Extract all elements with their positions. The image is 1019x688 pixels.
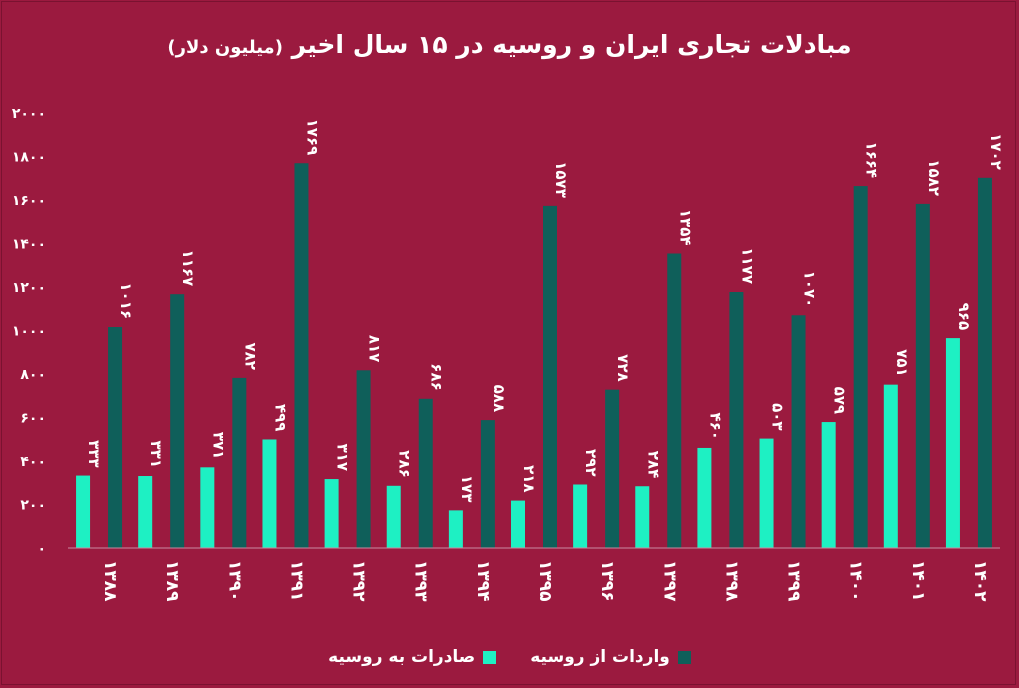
y-tick-label: ۱۴۰۰: [12, 237, 46, 253]
chart-subtitle: (میلیون دلار): [167, 37, 283, 58]
bar-imports: [232, 377, 247, 548]
bar-imports: [543, 205, 557, 548]
bar-exports: [759, 438, 774, 548]
data-label-imports: ۱۵۸۲: [925, 159, 943, 196]
bar-imports: [108, 327, 123, 548]
data-label-imports: ۱۰۷۰: [801, 271, 819, 308]
y-tick-label: ۱۰۰۰: [12, 324, 46, 340]
data-label-exports: ۵۷۹: [831, 387, 849, 414]
x-tick-label: ۱۳۹۴: [473, 560, 493, 602]
data-label-imports: ۱۱۶۷: [179, 250, 197, 287]
x-tick-label: ۱۳۹۸: [721, 560, 741, 602]
x-tick-label: ۱۳۸۹: [162, 560, 182, 602]
bar-exports: [324, 479, 339, 548]
legend: واردات از روسیه صادرات به روسیه: [0, 647, 1019, 667]
data-label-imports: ۱۵۷۳: [552, 161, 570, 198]
y-tick-label: ۱۶۰۰: [12, 193, 46, 209]
y-tick-label: ۱۸۰۰: [12, 150, 46, 166]
data-label-exports: ۲۸۶: [396, 450, 414, 477]
y-tick-label: ۸۰۰: [20, 367, 46, 383]
data-label-imports: ۱۱۷۷: [738, 247, 756, 284]
y-tick-label: ۴۰۰: [20, 454, 46, 470]
bar-exports: [386, 485, 401, 548]
bar-imports: [418, 398, 433, 548]
bar-imports: [729, 292, 744, 548]
bar-imports: [853, 186, 868, 548]
legend-item-imports: واردات از روسیه: [530, 647, 691, 667]
bar-exports: [635, 486, 650, 548]
chart-title: مبادلات تجاری ایران و روسیه در ۱۵ سال اخ…: [291, 30, 852, 59]
data-label-exports: ۷۵۱: [893, 349, 911, 376]
data-label-imports: ۱۷۶۹: [303, 119, 321, 156]
data-label-exports: ۹۶۵: [955, 303, 973, 330]
bar-exports: [76, 475, 91, 548]
x-tick-label: ۱۳۸۸: [100, 560, 120, 602]
data-label-imports: ۱۰۱۶: [117, 282, 135, 319]
data-label-imports: ۸۱۷: [366, 335, 384, 362]
bar-exports: [138, 476, 153, 548]
bar-exports: [262, 439, 277, 548]
bar-exports: [573, 484, 588, 548]
data-label-exports: ۲۹۲: [582, 449, 600, 476]
data-label-exports: ۳۳۳: [85, 440, 103, 467]
legend-label-imports: واردات از روسیه: [530, 647, 670, 667]
data-label-exports: ۵۰۳: [769, 403, 787, 430]
y-tick-label: ۰: [37, 541, 46, 557]
data-label-exports: ۲۸۴: [644, 451, 662, 478]
x-tick-label: ۱۳۹۰: [224, 560, 244, 602]
x-tick-label: ۱۳۹۳: [411, 560, 431, 602]
legend-swatch-imports: [677, 650, 691, 664]
legend-item-exports: صادرات به روسیه: [328, 647, 497, 667]
bar-imports: [170, 294, 185, 548]
data-label-imports: ۶۸۶: [428, 363, 446, 390]
data-label-imports: ۷۸۲: [241, 342, 259, 369]
data-label-imports: ۱۷۰۲: [987, 133, 1005, 170]
bar-imports: [294, 163, 309, 548]
x-tick-label: ۱۴۰۲: [970, 560, 990, 602]
bar-exports: [200, 467, 215, 548]
data-label-exports: ۴۶۰: [706, 412, 724, 439]
bar-exports: [883, 384, 898, 548]
x-tick-label: ۱۳۹۷: [659, 560, 679, 602]
data-label-imports: ۷۲۸: [614, 354, 632, 381]
bar-imports: [605, 389, 620, 548]
legend-swatch-exports: [483, 650, 497, 664]
x-tick-label: ۱۳۹۹: [784, 560, 804, 602]
bar-imports: [915, 203, 930, 549]
bar-imports: [977, 177, 992, 548]
data-label-imports: ۵۸۸: [490, 385, 508, 412]
bar-exports: [697, 447, 712, 548]
x-tick-label: ۱۴۰۰: [846, 560, 866, 602]
legend-label-exports: صادرات به روسیه: [328, 647, 476, 667]
bar-exports: [945, 338, 960, 548]
x-tick-label: ۱۳۹۱: [286, 560, 306, 602]
y-tick-label: ۶۰۰: [20, 411, 46, 427]
x-tick-label: ۱۳۹۶: [597, 560, 617, 602]
data-label-exports: ۳۳۱: [147, 441, 165, 468]
bar-imports: [480, 420, 495, 548]
bar-exports: [511, 500, 525, 548]
data-label-exports: ۳۷۱: [209, 432, 227, 459]
bar-imports: [791, 315, 806, 548]
bar-imports: [667, 253, 682, 548]
data-label-exports: ۴۹۹: [271, 404, 289, 431]
bar-exports: [448, 510, 463, 548]
x-tick-label: ۱۴۰۱: [908, 560, 928, 602]
bar-exports: [821, 422, 836, 548]
data-label-imports: ۱۳۵۴: [676, 209, 694, 246]
data-label-exports: ۲۱۸: [520, 465, 538, 492]
data-label-exports: ۱۷۳: [458, 475, 476, 502]
x-tick-label: ۱۳۹۲: [349, 560, 369, 602]
y-tick-label: ۱۲۰۰: [12, 280, 46, 296]
data-label-exports: ۳۱۷: [334, 444, 352, 471]
bar-imports: [356, 370, 371, 548]
x-tick-label: ۱۳۹۵: [535, 560, 555, 602]
chart-title-block: مبادلات تجاری ایران و روسیه در ۱۵ سال اخ…: [0, 30, 1019, 59]
data-label-imports: ۱۶۶۴: [863, 141, 881, 178]
y-tick-label: ۲۰۰: [20, 498, 46, 514]
y-tick-label: ۲۰۰۰: [12, 106, 46, 122]
